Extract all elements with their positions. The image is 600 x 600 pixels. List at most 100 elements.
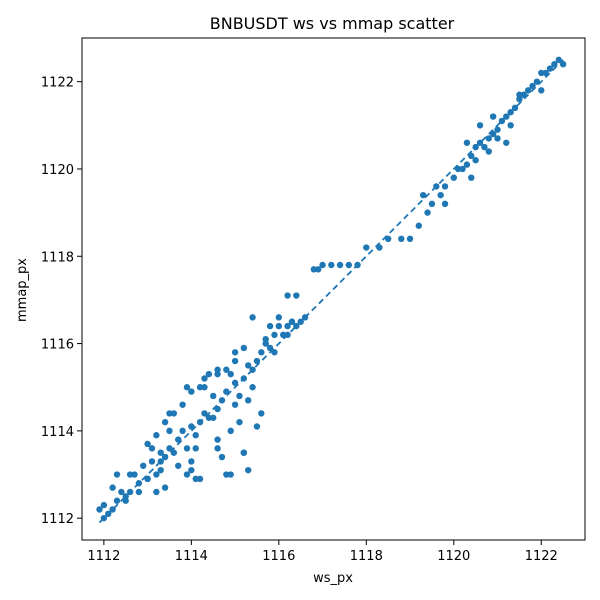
scatter-point: [179, 427, 186, 435]
x-tick-label: 1114: [175, 549, 208, 564]
x-tick-label: 1112: [87, 549, 120, 564]
scatter-point: [210, 414, 217, 421]
scatter-point: [227, 427, 234, 435]
scatter-point: [428, 200, 436, 208]
scatter-point: [236, 392, 243, 400]
y-axis-label: mmap_px: [15, 258, 30, 322]
scatter-point: [524, 87, 532, 94]
scatter-point: [507, 122, 514, 129]
scatter-point: [214, 436, 221, 443]
scatter-point: [135, 488, 143, 496]
y-tick-label: 1116: [41, 338, 74, 353]
scatter-point: [262, 336, 269, 343]
scatter-point: [153, 432, 160, 439]
scatter-point: [463, 139, 471, 146]
scatter-point: [157, 466, 164, 474]
scatter-point: [258, 410, 265, 417]
scatter-point: [157, 449, 164, 456]
scatter-point: [183, 471, 191, 478]
scatter-point: [231, 349, 239, 356]
scatter-point: [192, 445, 199, 452]
scatter-point: [538, 87, 545, 94]
scatter-point: [463, 161, 471, 168]
scatter-point: [161, 418, 169, 426]
scatter-point: [118, 488, 125, 496]
scatter-point: [441, 183, 449, 190]
scatter-point: [441, 200, 449, 208]
scatter-point: [240, 449, 248, 456]
y-tick-label: 1118: [41, 250, 74, 265]
scatter-point: [275, 322, 283, 330]
y-tick-label: 1120: [41, 163, 74, 178]
scatter-point: [245, 362, 252, 369]
scatter-point: [253, 423, 261, 430]
scatter-point: [459, 165, 466, 173]
scatter-point: [398, 235, 405, 242]
scatter-point: [231, 401, 239, 408]
scatter-point: [201, 384, 208, 391]
scatter-point: [161, 484, 169, 491]
scatter-point: [192, 432, 199, 439]
scatter-point: [188, 388, 195, 395]
x-axis: 1112 1114 1116 1118 1120 1122: [87, 540, 558, 564]
scatter-point: [188, 458, 195, 465]
scatter-point: [179, 401, 186, 408]
scatter-point: [148, 445, 156, 452]
reference-diagonal-line: [98, 59, 564, 524]
scatter-point: [245, 466, 252, 474]
scatter-point: [170, 410, 178, 417]
scatter-point: [100, 501, 108, 509]
x-tick-label: 1122: [525, 549, 558, 564]
scatter-point: [288, 318, 296, 325]
scatter-point: [310, 266, 318, 273]
scatter-point: [113, 497, 121, 504]
y-tick-label: 1122: [41, 76, 74, 91]
scatter-point: [485, 135, 492, 142]
scatter-point: [183, 445, 191, 452]
scatter-point: [126, 471, 134, 478]
scatter-point: [223, 366, 230, 373]
scatter-point: [494, 135, 501, 142]
scatter-point: [245, 397, 252, 404]
scatter-point: [249, 384, 256, 391]
scatter-point: [314, 266, 322, 273]
plot-area: [81, 37, 586, 541]
scatter-point: [293, 292, 300, 299]
scatter-point: [271, 331, 278, 339]
x-tick-label: 1116: [262, 549, 295, 564]
scatter-points: [96, 56, 567, 522]
scatter-point: [214, 445, 221, 452]
scatter-point: [546, 65, 554, 72]
scatter-point: [131, 471, 138, 478]
scatter-point: [437, 191, 444, 199]
x-axis-label: ws_px: [313, 571, 353, 586]
scatter-point: [196, 384, 204, 391]
scatter-point: [450, 174, 457, 181]
scatter-point: [183, 384, 191, 391]
scatter-point: [476, 122, 484, 129]
scatter-point: [188, 466, 195, 474]
scatter-point: [175, 462, 182, 469]
scatter-point: [258, 349, 265, 356]
scatter-point: [328, 261, 335, 269]
scatter-point: [214, 370, 221, 378]
scatter-point: [144, 440, 151, 448]
scatter-point: [319, 261, 326, 269]
scatter-point: [140, 462, 147, 469]
scatter-point: [223, 471, 230, 478]
scatter-point: [363, 244, 370, 251]
scatter-point: [472, 157, 479, 164]
scatter-point: [415, 222, 422, 229]
scatter-point: [227, 471, 234, 478]
x-tick-label: 1120: [437, 549, 470, 564]
scatter-point: [249, 314, 256, 321]
y-axis: 1112 1114 1116 1118 1120 1122: [41, 76, 82, 527]
scatter-point: [153, 488, 160, 496]
scatter-point: [113, 471, 121, 478]
scatter-point: [201, 375, 208, 382]
scatter-point: [166, 410, 173, 417]
scatter-point: [205, 370, 213, 378]
scatter-point: [406, 235, 414, 242]
scatter-point: [148, 458, 156, 465]
